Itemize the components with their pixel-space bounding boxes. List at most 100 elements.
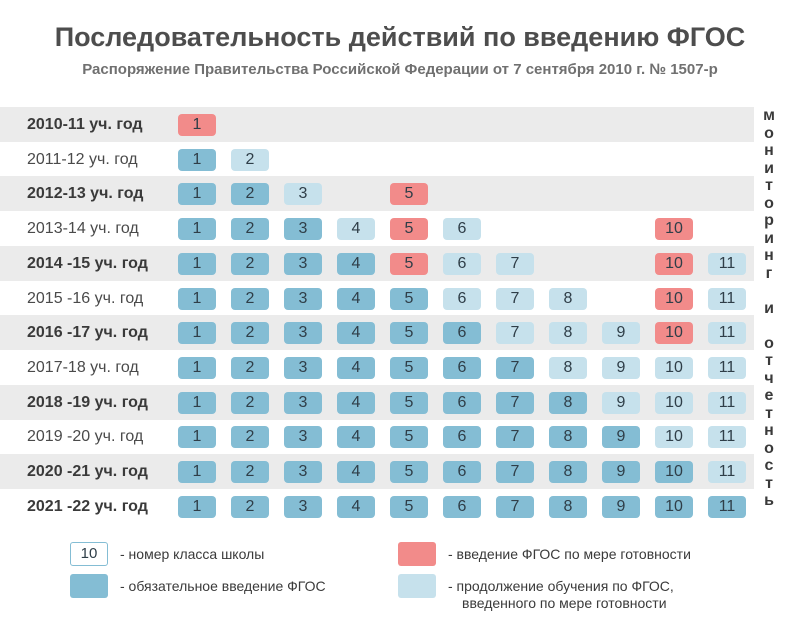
grade-cell: 6: [443, 426, 481, 449]
grade-cell: 3: [284, 426, 322, 449]
grade-cell: 6: [443, 322, 481, 345]
grade-cell: 3: [284, 287, 322, 310]
year-row: 2014 -15 уч. год 1 2 3 4 5 6 7 10 11: [0, 245, 754, 281]
year-label: 2018 -19 уч. год: [27, 393, 148, 411]
side-letter: ч: [764, 369, 774, 387]
grade-cell: 1: [178, 322, 216, 345]
grade-cell: 1: [178, 218, 216, 241]
legend-number-swatch: 10: [70, 542, 108, 566]
side-letter: и: [764, 229, 774, 247]
grade-cell: 9: [602, 495, 640, 518]
grade-cell: 2: [231, 391, 269, 414]
grade-cell: 10: [655, 426, 693, 449]
side-letter: с: [764, 457, 774, 474]
grade-cell: 11: [708, 461, 746, 483]
grade-cell: 5: [390, 287, 428, 310]
grade-cell: 2: [231, 287, 269, 310]
side-letter: н: [764, 142, 774, 159]
year-row: 2013-14 уч. год 1 2 3 4 5 6 10: [0, 211, 754, 246]
year-label: 2013-14 уч. год: [27, 220, 139, 238]
year-label: 2019 -20 уч. год: [27, 428, 144, 446]
grade-cell: 5: [390, 322, 428, 345]
grade-cell: 3: [284, 495, 322, 518]
side-letter: и: [764, 299, 774, 317]
side-letter: т: [765, 177, 773, 194]
grade-cell: 7: [496, 461, 534, 483]
grade-cell: 2: [231, 218, 269, 241]
grade-cell: 2: [231, 495, 269, 518]
grade-cell: 1: [178, 495, 216, 518]
year-row: 2015 -16 уч. год 1 2 3 4 5 6 7 8 10 11: [0, 281, 754, 316]
legend-mandatory-swatch: [70, 574, 108, 598]
grade-cell: 1: [178, 148, 216, 171]
grade-cell: 6: [443, 461, 481, 483]
legend-continued-text-1: - продолжение обучения по ФГОС,: [448, 578, 674, 594]
year-label: 2014 -15 уч. год: [27, 254, 148, 272]
year-row: 2011-12 уч. год 1 2: [0, 142, 754, 177]
grade-cell: 6: [443, 495, 481, 518]
grade-cell: 2: [231, 148, 269, 171]
side-letter: т: [765, 474, 773, 492]
side-letter: о: [764, 124, 774, 142]
grade-cell: 3: [284, 356, 322, 379]
grade-cell: 10: [655, 461, 693, 483]
legend-introduction-swatch: [398, 542, 436, 566]
grade-cell: 6: [443, 287, 481, 310]
grade-cell: 5: [390, 426, 428, 449]
grade-cell: 9: [602, 391, 640, 414]
year-label: 2012-13 уч. год: [27, 185, 144, 203]
grade-cell: 3: [284, 218, 322, 241]
side-letter: т: [765, 404, 773, 422]
grade-cell: 5: [390, 495, 428, 518]
grade-cell: 1: [178, 252, 216, 275]
year-label: 2015 -16 уч. год: [27, 289, 144, 307]
side-letter: о: [764, 194, 774, 212]
grade-cell: 8: [549, 287, 587, 310]
grade-cell: 8: [549, 495, 587, 518]
legend-continued-text-2: введенного по мере готовности: [462, 595, 667, 611]
grade-cell: 4: [337, 461, 375, 483]
grade-cell: 4: [337, 391, 375, 414]
grade-cell: 1: [178, 287, 216, 310]
year-row: 2018 -19 уч. год 1 2 3 4 5 6 7 8 9 10 11: [0, 384, 754, 420]
grade-cell: 4: [337, 426, 375, 449]
grade-cell: 9: [602, 356, 640, 379]
year-row: 2019 -20 уч. год 1 2 3 4 5 6 7 8 9 10 11: [0, 419, 754, 454]
page-subtitle: Распоряжение Правительства Российской Фе…: [82, 61, 718, 78]
grade-cell: 1: [178, 461, 216, 483]
side-letter: и: [764, 159, 774, 177]
side-letter: м: [763, 107, 775, 124]
grade-cell: 7: [496, 356, 534, 379]
side-letter: [755, 282, 783, 300]
grade-cell: 4: [337, 322, 375, 345]
grade-cell: 3: [284, 183, 322, 206]
year-row: 2016 -17 уч. год 1 2 3 4 5 6 7 8 9 10 11: [0, 315, 754, 351]
grade-cell: 1: [178, 391, 216, 414]
side-letter: т: [765, 352, 773, 369]
grade-cell: 2: [231, 426, 269, 449]
grade-cell: 7: [496, 495, 534, 518]
grade-cell: 10: [655, 252, 693, 275]
grade-cell: 5: [390, 183, 428, 206]
side-letter: [755, 317, 783, 335]
legend-continued-swatch: [398, 574, 436, 598]
grade-cell: 9: [602, 426, 640, 449]
grade-cell: 8: [549, 391, 587, 414]
year-label: 2016 -17 уч. год: [27, 324, 148, 342]
grade-cell: 9: [602, 461, 640, 483]
year-label: 2021 -22 уч. год: [27, 497, 148, 515]
grade-cell: 7: [496, 322, 534, 345]
grade-cell: 6: [443, 252, 481, 275]
legend-number-text: - номер класса школы: [120, 546, 265, 562]
side-letter: р: [764, 212, 774, 229]
grade-cell: 10: [655, 287, 693, 310]
grade-cell: 4: [337, 252, 375, 275]
side-letter: н: [764, 422, 774, 439]
grade-cell: 3: [284, 252, 322, 275]
grade-cell: 4: [337, 218, 375, 241]
grade-cell: 3: [284, 461, 322, 483]
grade-cell: 4: [337, 356, 375, 379]
side-letter: о: [764, 439, 774, 457]
grade-cell: 2: [231, 322, 269, 345]
year-label: 2011-12 уч. год: [27, 150, 138, 168]
